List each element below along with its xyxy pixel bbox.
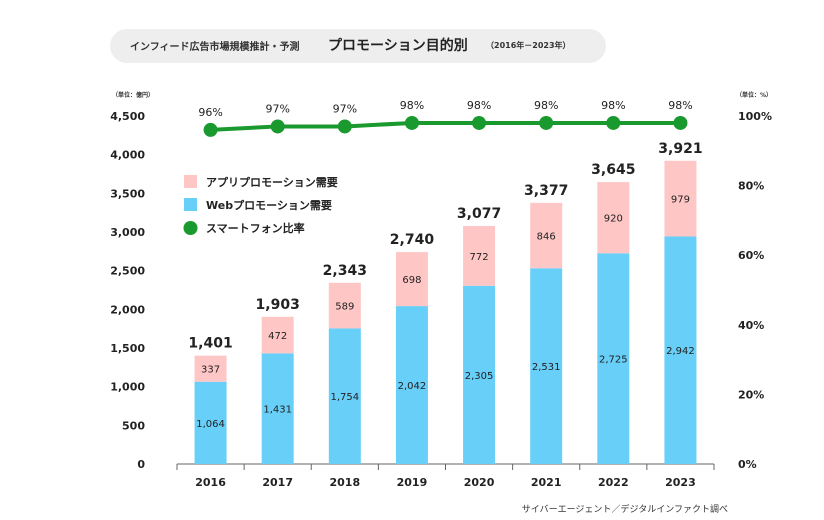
x-tick-label: 2017 [262,476,293,489]
bar-web [328,328,361,464]
bar-app [597,182,630,254]
bar-app [395,252,428,307]
legend-app-swatch [184,175,197,188]
bar-app [261,316,294,354]
legend-ratio-label: スマートフォン比率 [206,221,305,235]
bar-total-label: 3,077 [457,206,501,222]
smartphone-ratio-label: 96% [198,106,222,119]
bar-app [664,160,697,237]
bar-web-value-label: 1,754 [330,392,359,403]
bar-web-value-label: 1,431 [263,405,292,416]
bar-app-value-label: 979 [671,195,690,206]
y-tick-label: 1,500 [110,342,145,355]
bar-web [463,285,496,464]
smartphone-ratio-point [337,119,352,134]
smartphone-ratio-point [270,119,285,134]
x-tick-label: 2019 [397,476,428,489]
smartphone-ratio-label: 98% [601,99,625,112]
y-tick-label: 4,000 [110,149,145,162]
legend-web-swatch [184,198,197,211]
legend-web-label: Webプロモーション需要 [206,198,332,212]
bar-app-value-label: 698 [402,275,421,286]
smartphone-ratio-point [673,115,688,130]
x-tick-label: 2023 [665,476,696,489]
smartphone-ratio-label: 97% [333,102,357,115]
y-tick-label: 2,000 [110,303,145,316]
bar-app [328,282,361,329]
chart-period: （2016年－2023年） [486,41,571,50]
smartphone-ratio-label: 98% [534,99,558,112]
smartphone-ratio-point [606,115,621,130]
y2-tick-label: 0% [738,458,757,471]
bar-app-value-label: 846 [537,232,556,243]
bar-web [597,253,630,464]
y-tick-label: 500 [122,419,145,432]
y-tick-label: 4,500 [110,110,145,123]
smartphone-ratio-label: 98% [668,99,692,112]
x-tick-label: 2021 [531,476,562,489]
x-tick-label: 2020 [464,476,495,489]
bar-web-value-label: 2,305 [465,371,494,382]
bar-web [395,306,428,464]
y2-tick-label: 100% [738,110,772,123]
bar-app-value-label: 920 [604,214,623,225]
smartphone-ratio-point [404,115,419,130]
bar-web-value-label: 2,042 [398,381,427,392]
left-axis-unit: （単位：億円） [112,92,155,99]
x-tick-label: 2022 [598,476,629,489]
smartphone-ratio-point [472,115,487,130]
bar-app-value-label: 337 [201,365,220,376]
bar-total-label: 2,343 [323,263,367,279]
y-tick-label: 2,500 [110,265,145,278]
bar-total-label: 1,401 [188,336,232,352]
chart-subtitle: インフィード広告市場規模推計・予測 [130,42,300,53]
right-axis-unit: （単位：%） [736,92,773,99]
bar-web-value-label: 2,531 [532,362,561,373]
bar-web-value-label: 1,064 [196,419,225,430]
title-banner [110,29,606,63]
legend-ratio-marker [183,221,198,235]
bar-app-value-label: 772 [470,252,489,263]
y2-tick-label: 80% [738,180,764,193]
bar-app-value-label: 472 [268,331,287,342]
smartphone-ratio-label: 97% [265,102,289,115]
bar-total-label: 1,903 [256,297,300,313]
y-tick-label: 0 [137,458,145,471]
bar-web [194,381,227,464]
y2-tick-label: 40% [738,319,764,332]
smartphone-ratio-label: 98% [467,99,491,112]
y-tick-label: 1,000 [110,381,145,394]
y2-tick-label: 20% [738,388,764,401]
bar-total-label: 3,921 [658,141,702,157]
smartphone-ratio-point [203,122,218,137]
chart-title: プロモーション目的別 [328,38,468,54]
bar-app [463,226,496,286]
bar-web [261,353,294,464]
x-tick-label: 2016 [195,476,226,489]
bar-total-label: 2,740 [390,232,435,248]
y2-tick-label: 60% [738,249,764,262]
bar-web-value-label: 2,725 [599,355,628,366]
bar-web-value-label: 2,942 [666,346,695,357]
bar-app [194,355,227,382]
bar-app-value-label: 589 [335,302,354,313]
smartphone-ratio-label: 98% [400,99,424,112]
bar-total-label: 3,645 [591,162,635,178]
smartphone-ratio-point [539,115,554,130]
y-tick-label: 3,000 [110,226,145,239]
smartphone-ratio-line [210,120,681,132]
bar-app [530,202,563,269]
bar-web [664,236,697,464]
source-note: サイバーエージェント／デジタルインファクト調べ [521,505,728,515]
legend-app-label: アプリプロモーション需要 [206,175,338,189]
bar-total-label: 3,377 [524,183,568,199]
x-tick-label: 2018 [330,476,361,489]
bar-web [530,268,563,464]
y-tick-label: 3,500 [110,187,145,200]
